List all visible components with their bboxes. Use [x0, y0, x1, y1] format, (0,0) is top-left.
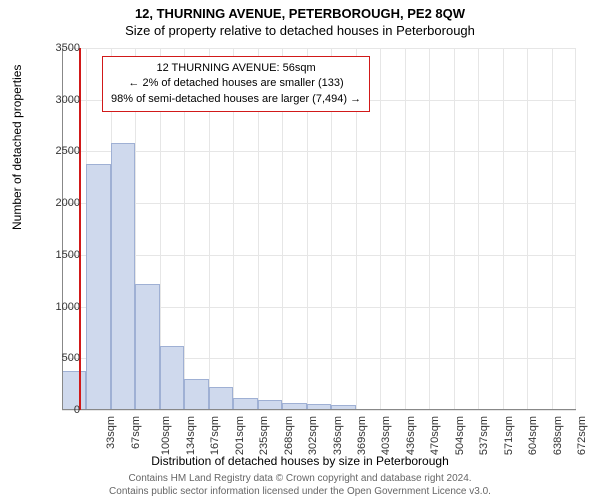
- gridline-v: [429, 48, 430, 410]
- histogram-bar: [209, 387, 233, 410]
- y-tick-label: 1000: [30, 301, 80, 313]
- x-tick-label: 672sqm: [576, 416, 588, 455]
- y-tick-label: 0: [30, 404, 80, 416]
- y-tick-label: 500: [30, 352, 80, 364]
- gridline-v: [503, 48, 504, 410]
- x-axis-label: Distribution of detached houses by size …: [0, 454, 600, 468]
- x-tick-label: 504sqm: [454, 416, 466, 455]
- annotation-line: ← 2% of detached houses are smaller (133…: [111, 76, 361, 91]
- y-tick-label: 3000: [30, 94, 80, 106]
- x-tick-label: 571sqm: [503, 416, 515, 455]
- chart-title-sub: Size of property relative to detached ho…: [0, 21, 600, 38]
- y-tick-label: 2000: [30, 197, 80, 209]
- gridline-v: [405, 48, 406, 410]
- gridline-h: [62, 151, 576, 152]
- x-axis-line: [62, 409, 576, 410]
- x-tick-label: 167sqm: [209, 416, 221, 455]
- y-axis-label: Number of detached properties: [10, 65, 24, 230]
- y-tick-label: 2500: [30, 145, 80, 157]
- annotation-line: 12 THURNING AVENUE: 56sqm: [111, 61, 361, 76]
- gridline-v: [380, 48, 381, 410]
- y-tick-label: 1500: [30, 249, 80, 261]
- x-tick-label: 302sqm: [307, 416, 319, 455]
- x-tick-label: 369sqm: [356, 416, 368, 455]
- gridline-v: [527, 48, 528, 410]
- y-tick-label: 3500: [30, 42, 80, 54]
- footer-line-1: Contains HM Land Registry data © Crown c…: [0, 472, 600, 485]
- histogram-bar: [135, 284, 159, 410]
- chart-plot-area: 12 THURNING AVENUE: 56sqm← 2% of detache…: [62, 48, 576, 410]
- x-tick-label: 134sqm: [185, 416, 197, 455]
- histogram-bar: [111, 143, 135, 410]
- x-tick-label: 235sqm: [258, 416, 270, 455]
- x-tick-label: 100sqm: [160, 416, 172, 455]
- x-tick-label: 268sqm: [283, 416, 295, 455]
- x-tick-label: 403sqm: [381, 416, 393, 455]
- histogram-bar: [86, 164, 110, 410]
- annotation-line: 98% of semi-detached houses are larger (…: [111, 92, 361, 107]
- x-tick-label: 67sqm: [130, 416, 142, 449]
- x-tick-label: 436sqm: [405, 416, 417, 455]
- x-tick-label: 638sqm: [552, 416, 564, 455]
- gridline-h: [62, 410, 576, 411]
- annotation-box: 12 THURNING AVENUE: 56sqm← 2% of detache…: [102, 56, 370, 112]
- gridline-v: [478, 48, 479, 410]
- x-tick-label: 201sqm: [234, 416, 246, 455]
- x-tick-label: 470sqm: [430, 416, 442, 455]
- gridline-h: [62, 203, 576, 204]
- gridline-v: [575, 48, 576, 410]
- gridline-h: [62, 255, 576, 256]
- x-tick-label: 33sqm: [105, 416, 117, 449]
- gridline-v: [552, 48, 553, 410]
- x-tick-label: 604sqm: [527, 416, 539, 455]
- gridline-v: [454, 48, 455, 410]
- histogram-bar: [184, 379, 208, 410]
- footer-attribution: Contains HM Land Registry data © Crown c…: [0, 472, 600, 498]
- x-tick-label: 537sqm: [479, 416, 491, 455]
- gridline-h: [62, 48, 576, 49]
- chart-title-main: 12, THURNING AVENUE, PETERBOROUGH, PE2 8…: [0, 0, 600, 21]
- histogram-bar: [160, 346, 184, 410]
- x-tick-label: 336sqm: [332, 416, 344, 455]
- footer-line-2: Contains public sector information licen…: [0, 485, 600, 498]
